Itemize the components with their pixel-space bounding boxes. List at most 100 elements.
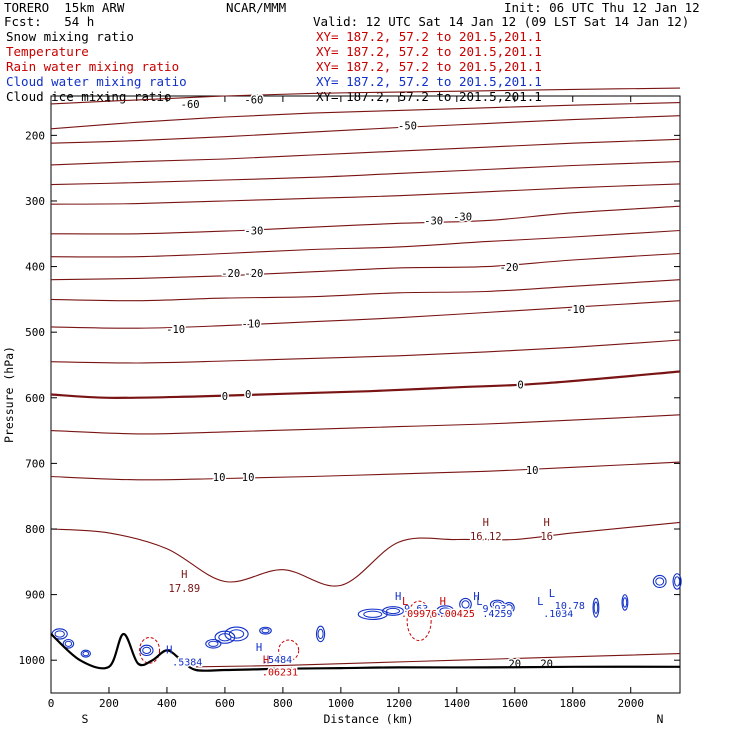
cloud-water-value-3: 9.93 (482, 604, 506, 615)
cloud-water-contour-4 (205, 638, 222, 649)
cloud-water-contour-8 (315, 625, 326, 643)
cloud-water-value-6: 10.78 (555, 601, 585, 612)
legend-rain-xy: XY= 187.2, 57.2 to 201.5,201.1 (316, 59, 542, 74)
cloud-water-contour-inner-10 (386, 607, 401, 615)
rain-water-value-2: .06231 (262, 667, 298, 678)
x-tick-label-1600: 1600 (502, 697, 529, 710)
x-axis-left-end: S (82, 712, 89, 726)
temperature-label-2: -50 (398, 121, 417, 133)
temperature-label-0: -60 (181, 99, 200, 111)
temperature-label-8: -20 (499, 262, 518, 274)
temperature-label-7: -20 (244, 268, 263, 280)
cloud-water-value-4: .4259 (482, 609, 512, 620)
cloud-water-contour-inner-14 (505, 604, 513, 612)
cloud-water-contour-7 (259, 626, 272, 635)
legend-cloud-water-xy: XY= 187.2, 57.2 to 201.5,201.1 (316, 74, 542, 89)
temperature-contour-m10 (50, 300, 681, 329)
init-time: Init: 06 UTC Thu 12 Jan 12 (504, 0, 700, 15)
y-tick-label-300: 300 (25, 195, 45, 208)
temperature-label-17: 10 (526, 465, 539, 477)
x-tick-label-200: 200 (99, 697, 119, 710)
cloud-water-contour-15 (592, 597, 600, 618)
rain-water-marker-2: H (263, 654, 269, 666)
cloud-water-contour-inner-4 (208, 640, 219, 647)
temperature-contour-m40 (50, 161, 681, 186)
cloud-water-contour-inner-13 (492, 601, 503, 608)
temperature-contour-m50 (50, 115, 681, 144)
cloud-water-marker-4: L (476, 596, 482, 608)
temperature-contour-20 (195, 653, 681, 668)
cloud-water-marker-2: H (395, 591, 401, 603)
model-label: TORERO 15km ARW (4, 0, 125, 15)
temperature-label-13: 0 (245, 389, 251, 401)
plot-frame (50, 95, 681, 694)
cloud-water-contour-6 (224, 626, 249, 642)
cloud-water-marker-3: H (473, 591, 479, 603)
y-tick-label-500: 500 (25, 326, 45, 339)
temperature-contour-m15 (50, 279, 681, 302)
temperature-label-4: -30 (424, 216, 443, 228)
rain-water-marker-1: H (440, 596, 446, 608)
cloud-water-contour-16 (621, 594, 629, 611)
rain-water-contour-0 (139, 636, 161, 664)
legend-temperature-label: Temperature (6, 44, 89, 59)
temperature-label-10: -10 (242, 319, 261, 331)
temperature-contour-0 (50, 370, 681, 399)
temperature-label-12: 0 (222, 391, 228, 403)
cloud-water-contour-2 (80, 649, 91, 658)
x-tick-label-1400: 1400 (444, 697, 471, 710)
cloud-water-contour-inner-3 (142, 646, 152, 654)
cloud-water-contour-18 (672, 573, 682, 590)
x-tick-label-1800: 1800 (560, 697, 587, 710)
rain-water-value-1: .00425 (439, 609, 475, 620)
cloud-water-contour-inner-1 (64, 640, 73, 647)
y-tick-label-1000: 1000 (19, 654, 46, 667)
temperature-contour-m60 (50, 87, 681, 105)
temperature-contour-5 (50, 414, 681, 435)
cloud-water-contour-10 (382, 606, 405, 616)
temperature-contour-m20 (50, 252, 681, 281)
cloud-water-value-0: .5384 (172, 658, 202, 669)
rain-water-value-0: .09976 (401, 609, 437, 620)
rain-water-contour-2 (406, 600, 432, 642)
temperature-contour-m30 (50, 205, 681, 235)
cloud-water-contour-12 (459, 597, 472, 611)
temperature-extremum-value-1: 16.12 (470, 531, 502, 543)
cloud-water-contour-inner-2 (82, 651, 90, 657)
x-tick-label-600: 600 (215, 697, 235, 710)
y-tick-label-600: 600 (25, 392, 45, 405)
x-tick-label-800: 800 (273, 697, 293, 710)
cloud-water-marker-5: L (537, 596, 543, 608)
cloud-water-contour-inner-11 (439, 607, 452, 615)
legend-cloud-water-label: Cloud water mixing ratio (6, 74, 187, 89)
cloud-water-contour-3 (139, 644, 154, 657)
cloud-water-contour-inner-6 (228, 629, 245, 639)
cloud-water-contour-5 (214, 630, 236, 644)
cloud-water-contour-inner-17 (655, 577, 665, 586)
temperature-contour-m5 (50, 339, 681, 364)
x-tick-label-0: 0 (48, 697, 55, 710)
rain-water-contour-1 (278, 639, 300, 662)
cloud-water-contour-inner-15 (593, 601, 599, 614)
x-tick-label-400: 400 (157, 697, 177, 710)
cloud-water-contour-inner-12 (461, 600, 470, 609)
terrain-line (50, 632, 681, 672)
cloud-water-contour-inner-8 (317, 628, 324, 640)
temperature-label-19: 20 (540, 658, 553, 670)
temperature-label-11: -10 (566, 304, 585, 316)
temperature-contour-m55 (50, 102, 681, 130)
x-tick-label-1000: 1000 (328, 697, 355, 710)
x-tick-label-1200: 1200 (386, 697, 413, 710)
cloud-water-value-5: .1034 (543, 609, 573, 620)
cloud-water-marker-1: H (256, 642, 262, 654)
temperature-extremum-marker-1: H (483, 517, 489, 529)
temperature-contour-m25 (50, 229, 681, 258)
valid-time: Valid: 12 UTC Sat 14 Jan 12 (09 LST Sat … (313, 14, 690, 29)
cloud-water-contour-inner-0 (54, 630, 65, 638)
cloud-water-value-2: 9.63 (404, 604, 428, 615)
y-tick-label-900: 900 (25, 589, 45, 602)
legend-rain-label: Rain water mixing ratio (6, 59, 180, 74)
temperature-label-3: -30 (244, 225, 263, 237)
cloud-water-contour-inner-7 (261, 628, 270, 634)
